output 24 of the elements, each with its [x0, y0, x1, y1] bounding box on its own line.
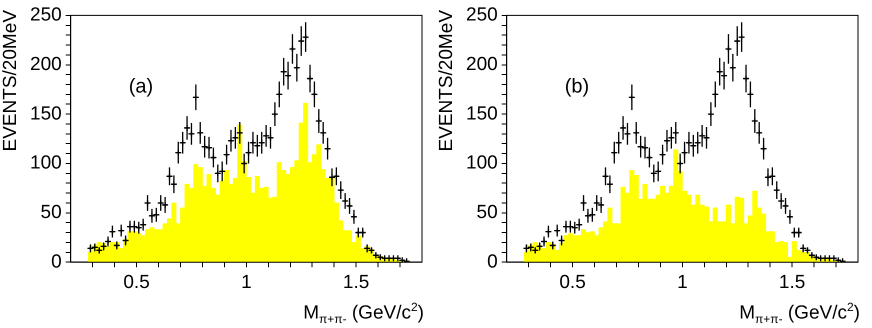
x-tick-label: 0.5: [559, 272, 586, 293]
annotation: (b): [564, 75, 590, 98]
y-tick-label: 50: [476, 202, 498, 224]
x-axis-title: M$_{π+π-}$ (GeV/c$^{2}$): [303, 300, 424, 326]
y-tick-label: 0: [487, 251, 498, 272]
x-axis-title: M$_{π+π-}$ (GeV/c$^{2}$): [739, 300, 860, 326]
y-tick-label: 250: [30, 4, 62, 26]
y-tick-label: 100: [30, 152, 62, 174]
y-tick-label: 200: [30, 54, 62, 75]
x-tick-label: 1: [677, 272, 688, 293]
y-axis-title: EVENTS/20MeV: [0, 10, 22, 152]
y-axis-title: EVENTS/20MeV: [436, 10, 458, 152]
y-tick-label: 0: [51, 251, 62, 272]
y-tick-label: 150: [466, 103, 498, 124]
y-tick-label: 200: [466, 54, 498, 75]
y-tick-label: 50: [40, 202, 62, 224]
y-tick-label: 150: [30, 103, 62, 124]
x-tick-label: 1: [241, 272, 252, 293]
x-tick-label: 1.5: [342, 272, 370, 293]
annotation: (a): [128, 75, 154, 98]
x-tick-label: 1.5: [778, 272, 806, 293]
x-tick-label: 0.5: [123, 272, 150, 293]
y-tick-label: 250: [466, 4, 498, 26]
y-tick-label: 100: [466, 152, 498, 174]
